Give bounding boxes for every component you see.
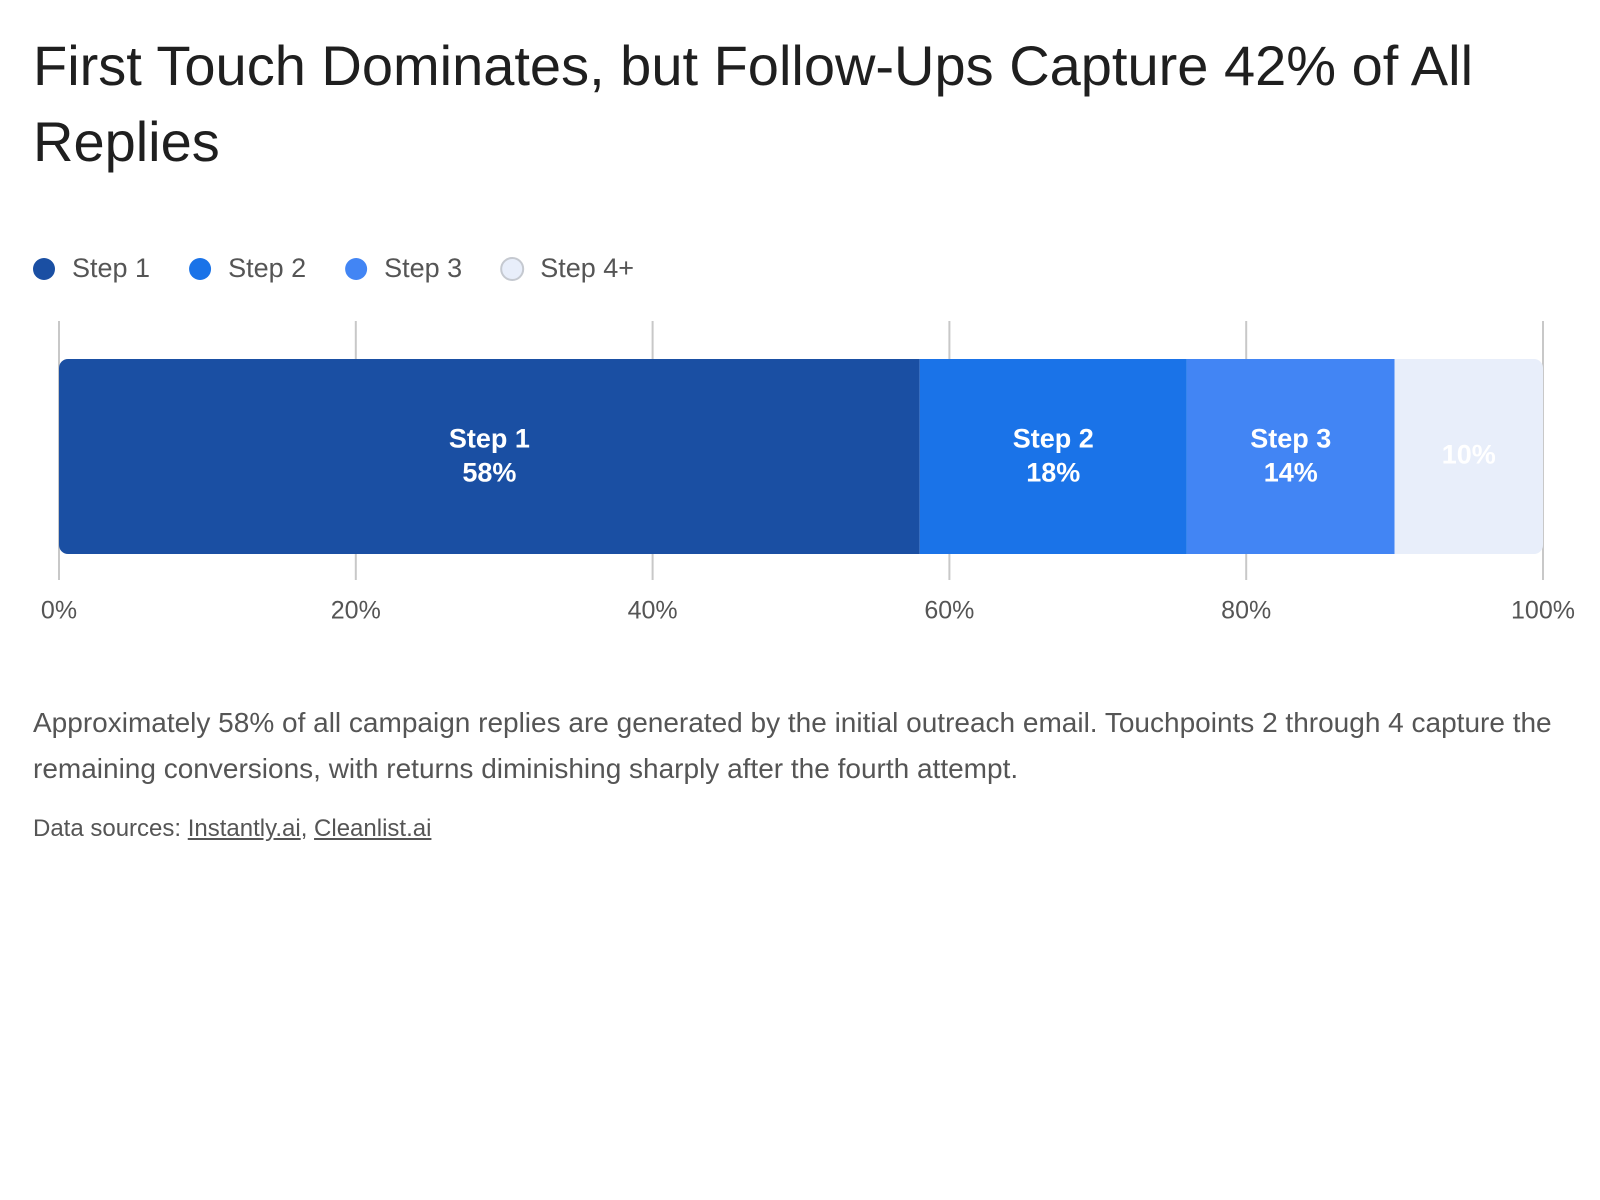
legend-swatch [345,258,368,280]
chart: Step 1 Step 2 Step 3 Step 4+ 0% 20% 40% 60% 80% 1… [33,253,1575,625]
legend-swatch [500,257,525,281]
sources: Data sources: Instantly.ai, Cleanlist.ai [33,815,431,843]
source-link[interactable]: Instantly.ai [187,815,301,842]
bar-segment [1394,359,1543,554]
legend-swatch [33,258,55,280]
bar-segment [919,359,1187,554]
separator: , [300,815,308,842]
x-tick-label: 80% [1221,597,1271,625]
value-label: 58% [462,458,516,488]
segment-name: Step 2 [1013,424,1094,454]
legend-label: Step 2 [228,253,306,283]
x-tick-label: 60% [924,597,974,625]
legend-label: Step 4+ [540,253,634,283]
bar-group [59,359,1543,554]
x-tick-label: 20% [331,597,381,625]
segment-name: Step 3 [1250,424,1331,454]
legend-label: Step 3 [384,253,462,283]
value-label: 18% [1026,458,1080,488]
value-label: 10% [1442,440,1496,470]
segment-name: Step 1 [449,424,530,454]
source-link[interactable]: Cleanlist.ai [314,815,432,842]
bar-segment [59,359,920,554]
x-tick-label: 100% [1511,597,1575,625]
legend-label: Step 1 [72,253,150,283]
x-tick-label: 0% [41,597,77,625]
description: Approximately 58% of all campaign replie… [33,707,1552,784]
sources-label: Data sources: [33,815,182,842]
x-tick-label: 40% [628,597,678,625]
value-label: 14% [1264,458,1318,488]
legend-swatch [189,258,212,280]
bar-segment [1186,359,1395,554]
chart-title: First Touch Dominates, but Follow-Ups Ca… [33,34,1474,173]
